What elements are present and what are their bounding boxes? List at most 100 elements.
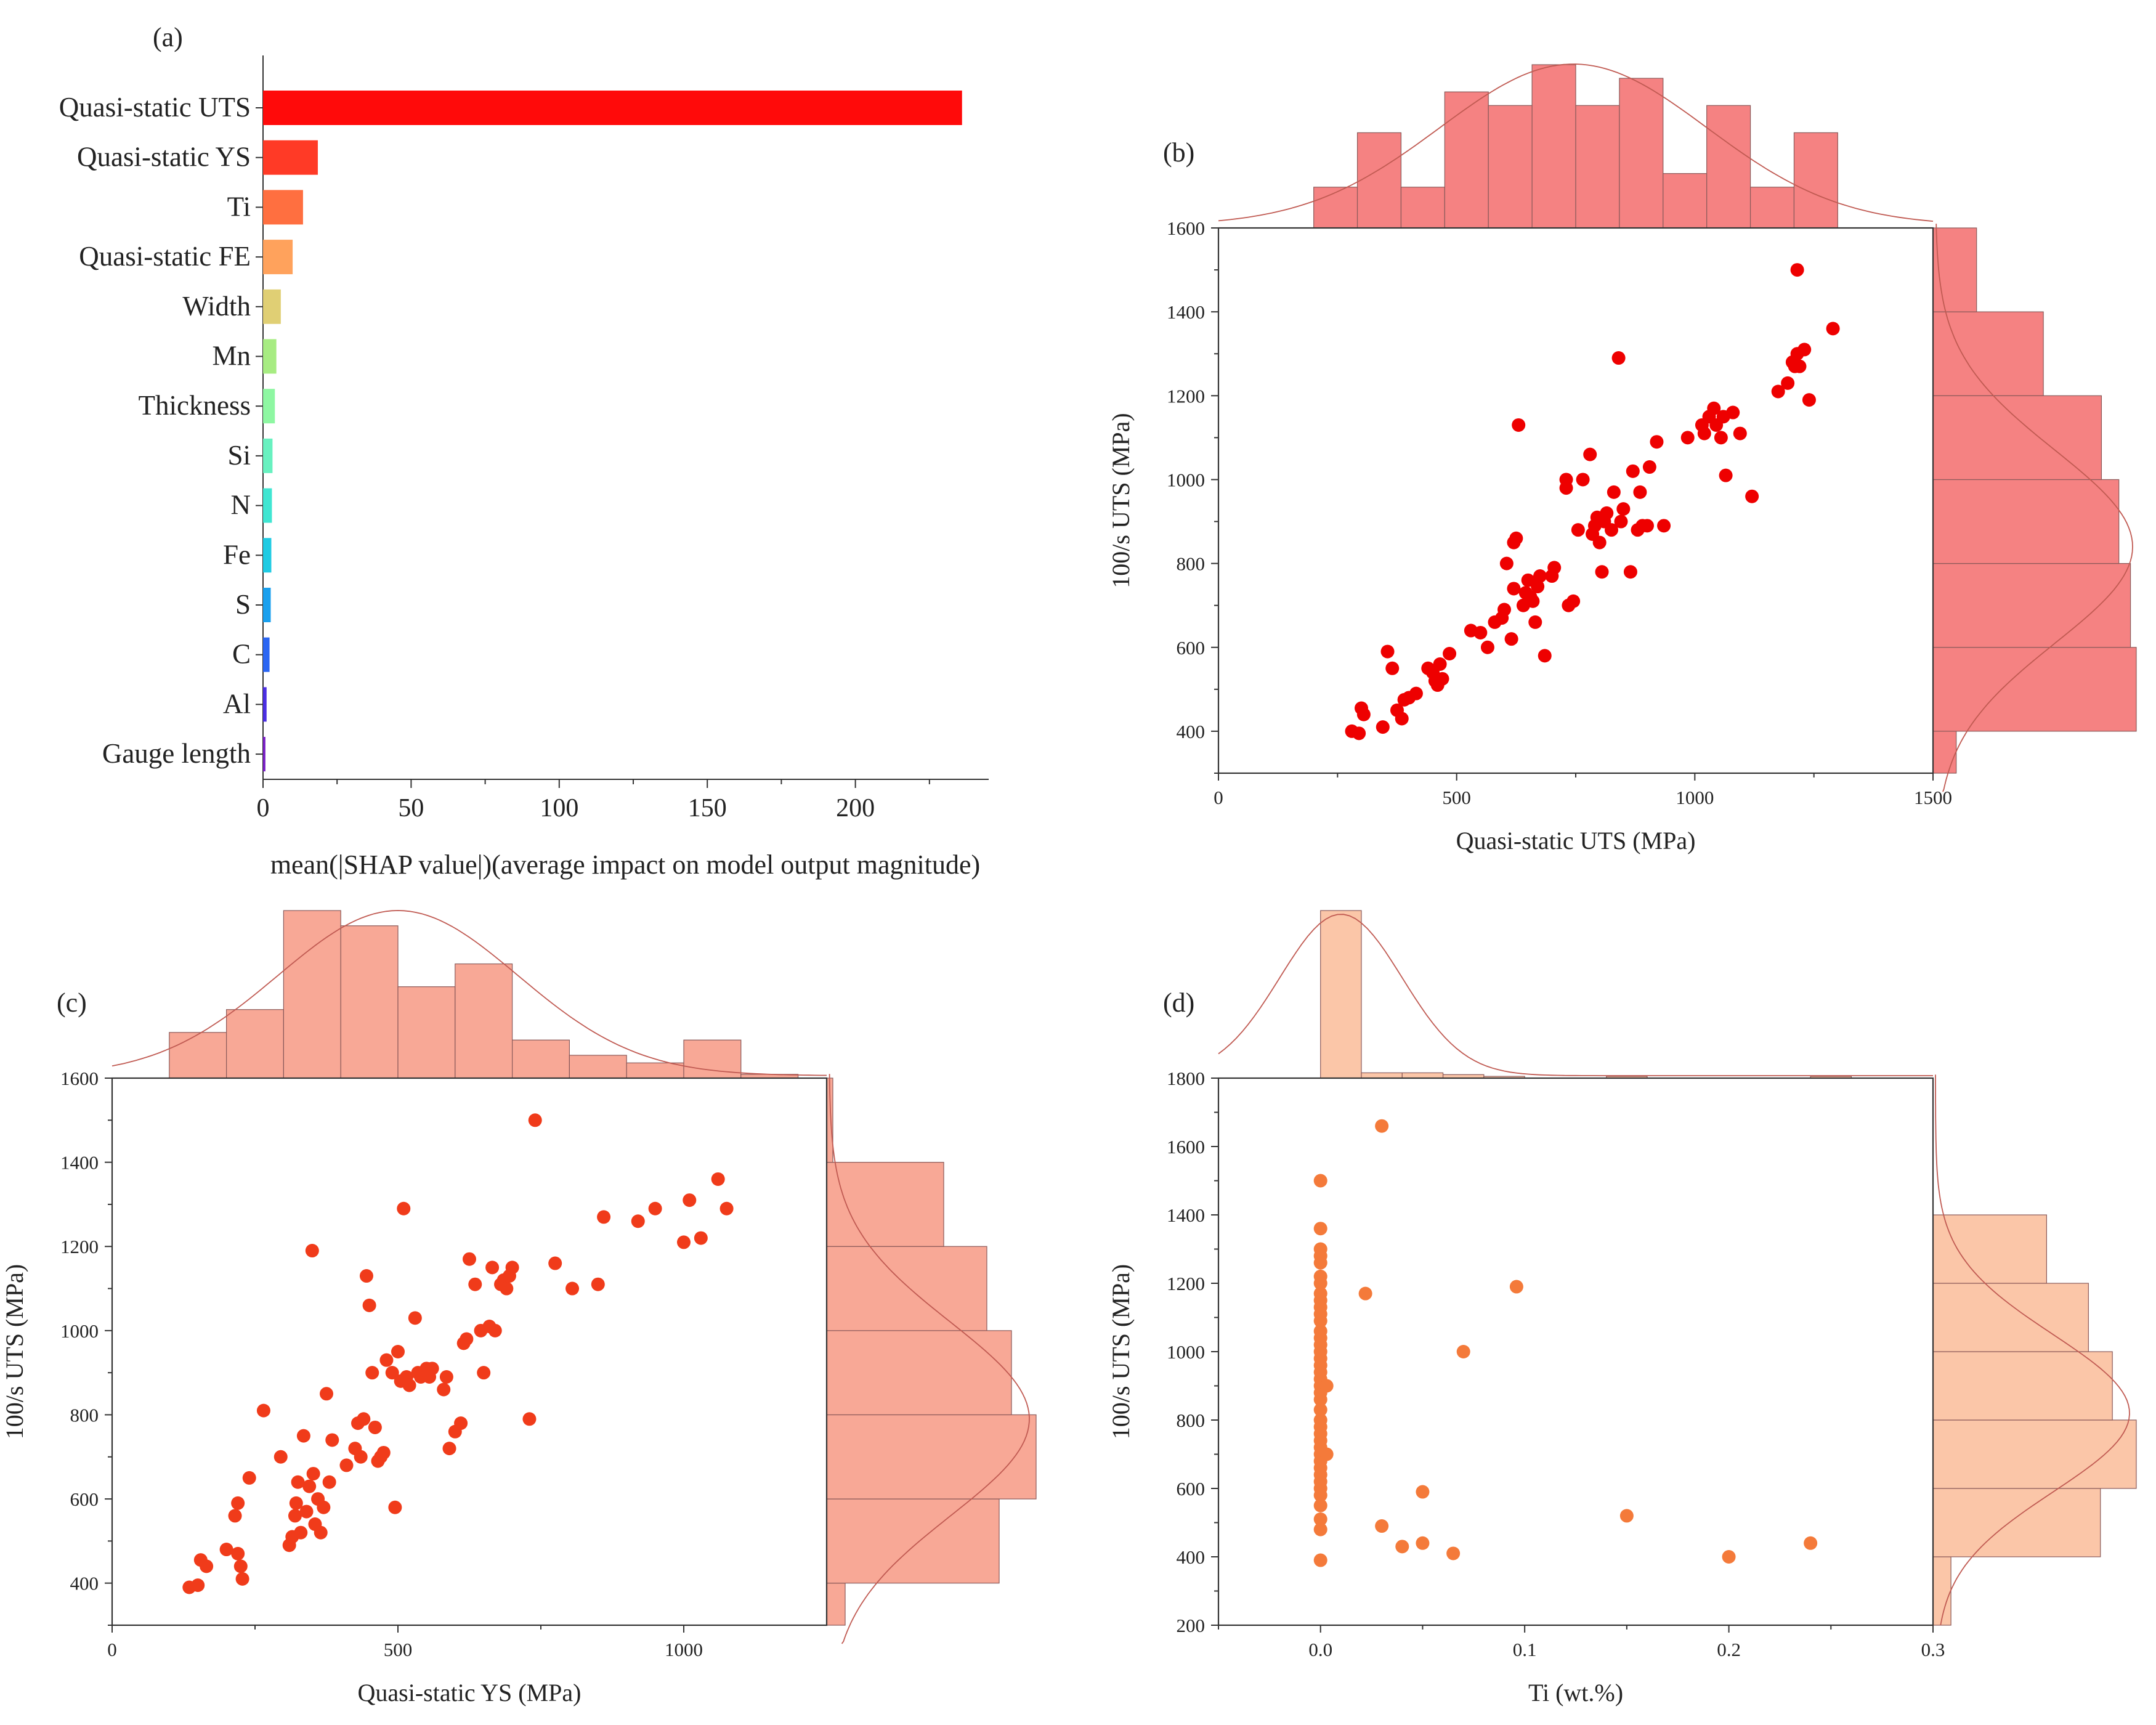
panel-d-data-point <box>1313 1286 1327 1301</box>
panel-c-y-tick-label: 1000 <box>60 1320 99 1342</box>
panel-c-data-point <box>485 1260 500 1275</box>
panel-c-y-tick-label: 1600 <box>60 1068 99 1089</box>
panel-d-data-point <box>1313 1324 1327 1338</box>
panel-b-data-point <box>1571 523 1585 537</box>
panel-d-data-point <box>1619 1509 1634 1523</box>
panel-c-data-point <box>528 1113 542 1127</box>
panel-b-data-point <box>1512 418 1526 432</box>
panel-c-data-point <box>288 1509 302 1523</box>
panel-b-right-hist-bar <box>1932 479 2120 564</box>
panel-d-y-tick-label: 800 <box>1177 1410 1206 1431</box>
panel-b-x-tick-label: 1000 <box>1676 787 1714 808</box>
panel-a-category-label: Quasi-static UTS <box>59 92 251 123</box>
panel-b-right-density-curve <box>1935 224 2133 792</box>
panel-c-top-hist-bar <box>455 963 513 1079</box>
panel-d-right-hist-bar <box>1932 1488 2101 1557</box>
panel-d-data-point <box>1313 1413 1327 1427</box>
panel-c-data-point <box>522 1412 537 1426</box>
panel-b-data-point <box>1726 405 1740 420</box>
panel-d-data-point <box>1446 1546 1461 1561</box>
panel-b-top-hist-bar <box>1575 105 1620 229</box>
panel-b-data-point <box>1409 686 1423 700</box>
panel-c-data-point <box>397 1201 411 1216</box>
panel-b-y-axis-title: 100/s UTS (MPa) <box>1107 413 1135 588</box>
panel-d-y-tick-label: 600 <box>1177 1478 1206 1500</box>
panel-d-right-density-curve <box>1935 1074 2130 1626</box>
panel-d-data-point <box>1319 1447 1334 1461</box>
panel-c-data-point <box>648 1201 662 1216</box>
panel-b-data-point <box>1826 322 1840 336</box>
panel-b-data-point <box>1605 523 1618 537</box>
panel-b-top-hist-bar <box>1749 187 1795 229</box>
panel-d-right-hist-bar <box>1932 1214 2048 1284</box>
panel-c-right-hist-bar <box>826 1162 944 1247</box>
panel-c-data-point <box>325 1433 339 1447</box>
panel-b-data-point <box>1521 573 1535 587</box>
panel-b-right-hist-bar <box>1932 227 1977 312</box>
panel-a-category-label: Width <box>182 291 251 322</box>
panel-c-top-hist-bar <box>226 1009 285 1079</box>
panel-a-bar <box>263 289 281 324</box>
panel-b-data-point <box>1790 263 1804 277</box>
panel-b-data-point <box>1657 519 1671 533</box>
panel-b-top-density-curve <box>1218 63 1934 222</box>
panel-d-x-tick-label: 0.0 <box>1308 1639 1332 1660</box>
panel-b-top-hist-bar <box>1356 132 1402 229</box>
panel-b-data-point <box>1499 556 1514 570</box>
panel-d-right-hist-bar <box>1932 1419 2137 1489</box>
panel-b-x-tick-label: 1500 <box>1914 787 1952 808</box>
panel-d-data-point <box>1509 1280 1523 1294</box>
panel-b-top-hist-bar <box>1444 91 1489 229</box>
panel-b-data-point <box>1616 502 1631 516</box>
panel-b-data-point <box>1528 615 1542 629</box>
panel-c-data-point <box>631 1214 645 1228</box>
panel-b-data-point <box>1433 657 1447 671</box>
panel-c-top-hist-bar <box>569 1055 627 1079</box>
panel-b-data-point <box>1680 431 1695 445</box>
panel-a-x-tick-label: 200 <box>836 794 875 822</box>
panel-d-data-point <box>1313 1222 1327 1236</box>
panel-c-data-point <box>191 1578 205 1593</box>
panel-c-data-point <box>242 1471 256 1485</box>
panel-d-y-tick-label: 1800 <box>1167 1068 1205 1089</box>
panel-d-data-point <box>1375 1519 1389 1533</box>
panel-d-top-hist-bar <box>1361 1072 1403 1079</box>
panel-b-data-point <box>1595 565 1609 579</box>
panel-c-data-point <box>233 1559 248 1573</box>
panel-c-data-point <box>235 1572 249 1586</box>
panel-b-data-point <box>1385 661 1400 675</box>
panel-c-scatter-quasi-static-ys: 0 500 1000 400 600 800 1000 1200 1400 1600 Quasi-s… <box>1 910 1037 1707</box>
panel-a-bar <box>263 637 270 672</box>
panel-c-data-point <box>591 1277 605 1291</box>
panel-b-data-point <box>1538 649 1552 663</box>
panel-b-data-point <box>1583 447 1597 461</box>
panel-c-data-point <box>200 1559 214 1573</box>
panel-b-x-axis-title: Quasi-static UTS (MPa) <box>1456 827 1696 854</box>
panel-c-data-point <box>500 1281 514 1296</box>
panel-b-data-point <box>1719 468 1733 482</box>
panel-d-top-hist-bar <box>1320 910 1362 1079</box>
panel-d-y-tick-label: 400 <box>1177 1546 1206 1568</box>
panel-c-right-hist-bar <box>826 1330 1012 1416</box>
panel-c-data-point <box>442 1442 456 1456</box>
panel-c-top-density-curve <box>111 910 827 1076</box>
panel-d-right-hist-bar <box>1932 1556 1951 1626</box>
panel-a-category-label: Al <box>223 688 251 719</box>
panel-b-data-point <box>1531 580 1545 594</box>
panel-c-top-hist-bar <box>169 1032 227 1079</box>
panel-d-right-hist-bar <box>1932 1283 2089 1352</box>
panel-d-data-point <box>1313 1242 1327 1256</box>
panel-c-y-tick-label: 400 <box>70 1573 99 1594</box>
panel-c-data-point <box>385 1366 399 1380</box>
panel-c-label: (c) <box>57 988 87 1018</box>
panel-c-data-point <box>296 1429 310 1443</box>
panel-a-category-label: Quasi-static YS <box>77 142 251 172</box>
panel-c-y-tick-label: 800 <box>70 1404 99 1426</box>
panel-b-data-point <box>1781 376 1795 390</box>
panel-c-data-point <box>468 1277 482 1291</box>
panel-c-plot-area <box>111 1077 828 1626</box>
panel-a-category-label: Si <box>227 440 251 471</box>
panel-d-data-point <box>1313 1498 1327 1512</box>
panel-d-data-point <box>1722 1550 1736 1564</box>
panel-c-data-point <box>439 1370 453 1384</box>
